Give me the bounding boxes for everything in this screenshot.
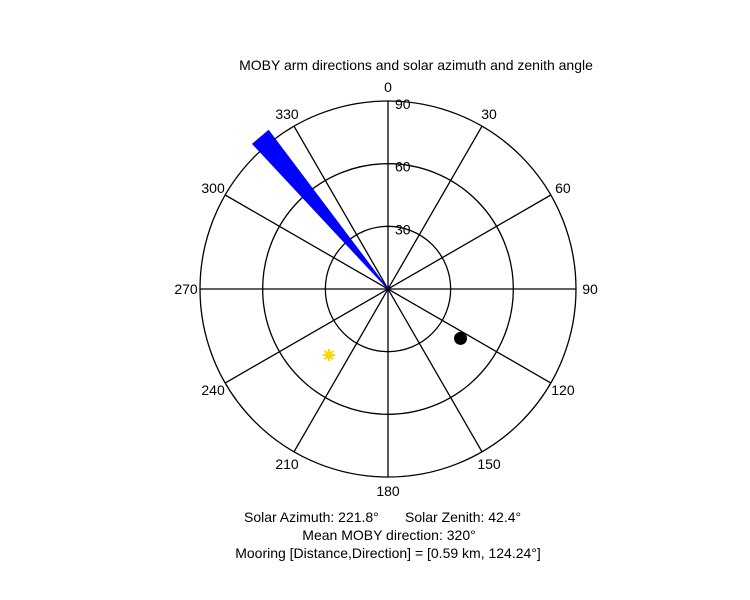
angle-tick-120: 120 bbox=[551, 382, 575, 398]
angle-tick-330: 330 bbox=[275, 106, 299, 122]
angle-tick-150: 150 bbox=[477, 456, 501, 472]
angle-tick-300: 300 bbox=[201, 180, 225, 196]
sun-icon bbox=[322, 349, 335, 362]
radial-tick-90: 90 bbox=[395, 96, 411, 112]
angle-tick-0: 0 bbox=[384, 79, 392, 95]
angle-tick-270: 270 bbox=[174, 281, 198, 297]
solar-azimuth-text: Solar Azimuth: 221.8° bbox=[244, 509, 379, 525]
angle-tick-180: 180 bbox=[376, 483, 400, 499]
tick-labels: 0 30 60 90 120 150 180 210 240 270 300 330 30 60 90 bbox=[174, 79, 598, 499]
angle-tick-240: 240 bbox=[201, 382, 225, 398]
mooring-marker bbox=[454, 331, 468, 345]
radial-tick-30: 30 bbox=[395, 221, 411, 237]
angle-tick-90: 90 bbox=[582, 281, 598, 297]
mooring-text: Mooring [Distance,Direction] = [0.59 km,… bbox=[235, 545, 541, 561]
angle-tick-60: 60 bbox=[555, 180, 571, 196]
data-layer bbox=[251, 129, 468, 362]
moby-arm-wedge bbox=[251, 129, 389, 290]
chart-title: MOBY arm directions and solar azimuth an… bbox=[239, 57, 593, 73]
radial-tick-60: 60 bbox=[395, 159, 411, 175]
angle-tick-210: 210 bbox=[275, 456, 299, 472]
mean-direction-text: Mean MOBY direction: 320° bbox=[302, 527, 475, 543]
angle-tick-30: 30 bbox=[481, 106, 497, 122]
sun-core bbox=[325, 351, 333, 359]
solar-zenith-text: Solar Zenith: 42.4° bbox=[405, 509, 521, 525]
